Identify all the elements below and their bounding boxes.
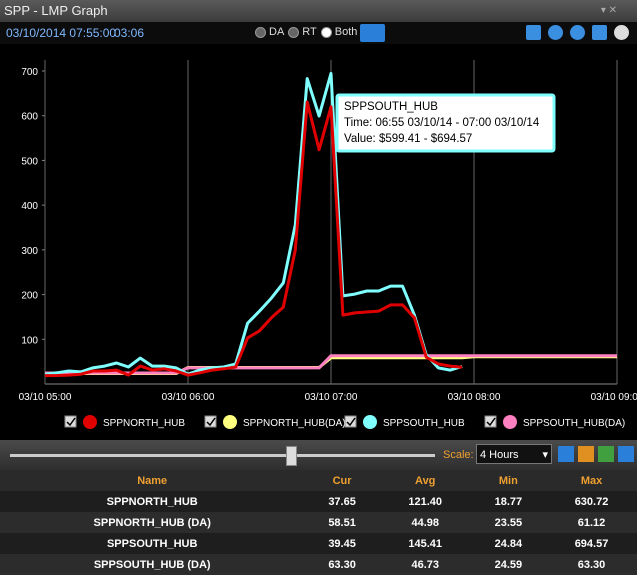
x-tick-label: 03/10 08:00 <box>448 392 501 403</box>
legend-checkbox <box>344 415 357 428</box>
column-header: Avg <box>379 470 471 491</box>
legend-label: SPPSOUTH_HUB(DA) <box>523 418 625 429</box>
table-row: SPPNORTH_HUB 37.65 121.40 18.77 630.72 <box>0 491 637 512</box>
legend-label: SPPNORTH_HUB <box>103 418 185 429</box>
tooltip-box <box>335 93 556 153</box>
table-cell: 58.51 <box>304 512 380 533</box>
pin-icon[interactable]: ▾ ✕ <box>600 5 617 16</box>
radio-dot <box>255 26 266 38</box>
table-cell: 24.84 <box>470 533 547 554</box>
table-cell: 121.40 <box>379 491 471 512</box>
table-cell: SPPNORTH_HUB (DA) <box>0 512 305 533</box>
x-tick-label: 03/10 07:00 <box>305 392 358 403</box>
sound-button[interactable] <box>570 25 585 40</box>
checkmark <box>66 417 76 427</box>
column-header: Name <box>0 470 305 491</box>
legend-swatch <box>363 415 377 429</box>
scale-label: Scale: <box>443 449 474 461</box>
table-cell: 37.65 <box>304 491 380 512</box>
summary-table: Name Cur Avg Min Max SPPNORTH_HUB 37.65 121.40 1… <box>0 470 637 575</box>
checkmark <box>346 417 356 427</box>
elapsed: 03:06 <box>114 26 145 40</box>
settings-button[interactable] <box>614 25 629 40</box>
radio-dot <box>288 26 300 38</box>
save-button[interactable] <box>592 25 607 40</box>
mode-radio[interactable]: DA <box>255 26 284 38</box>
table-cell: SPPSOUTH_HUB <box>0 533 305 554</box>
legend-swatch <box>223 415 237 429</box>
zoom-button[interactable] <box>526 25 541 40</box>
table-cell: SPPNORTH_HUB <box>0 491 305 512</box>
scale-select[interactable]: 4 Hours ▾ <box>476 444 552 464</box>
chart: 100 200 300 400 500 600 700 03/10 05:00 03/10 06… <box>0 44 637 440</box>
column-header: Cur <box>304 470 380 491</box>
control-bar: Scale: 4 Hours ▾ <box>0 440 637 470</box>
table-row: SPPNORTH_HUB (DA) 58.51 44.98 23.55 61.12 <box>0 512 637 533</box>
x-tick-label: 03/10 05:00 <box>19 392 72 403</box>
title-bar: SPP - LMP Graph ▾ ✕ <box>0 0 637 22</box>
table-cell: 630.72 <box>546 491 637 512</box>
y-tick-label: 200 <box>21 291 38 302</box>
datetime: 03/10/2014 07:55:00 <box>6 26 117 40</box>
toolbar <box>526 25 629 40</box>
checkmark <box>486 417 496 427</box>
view-button[interactable] <box>598 446 614 462</box>
legend-swatch <box>83 415 97 429</box>
legend-checkbox <box>64 415 77 428</box>
radio-label: Both <box>334 26 358 38</box>
table-cell: 145.41 <box>379 533 471 554</box>
forward-button[interactable] <box>548 25 563 40</box>
y-tick-label: 100 <box>21 335 38 346</box>
table-cell: 39.45 <box>304 533 380 554</box>
checkmark <box>206 417 216 427</box>
table-cell: 18.77 <box>470 491 547 512</box>
table-row: SPPSOUTH_HUB 39.45 145.41 24.84 694.57 <box>0 533 637 554</box>
radio-dot <box>320 26 332 38</box>
slider-handle[interactable] <box>286 446 297 466</box>
table-cell: 61.12 <box>546 512 637 533</box>
scale-value: 4 Hours <box>480 449 519 461</box>
view-buttons <box>558 446 634 462</box>
mode-radio[interactable]: Both <box>320 26 358 38</box>
y-tick-label: 700 <box>21 67 38 78</box>
y-tick-label: 600 <box>21 112 38 123</box>
mode-radios: DA RT Both <box>255 26 357 38</box>
view-button[interactable] <box>618 446 634 462</box>
legend-label: SPPNORTH_HUB(DA) <box>243 418 346 429</box>
legend-label: SPPSOUTH_HUB <box>383 418 465 429</box>
window-title: SPP - LMP Graph <box>4 3 108 18</box>
tooltip-value: Value: $599.41 - $694.57 <box>344 133 472 145</box>
series-line <box>44 100 463 378</box>
time-slider[interactable] <box>10 454 435 457</box>
column-header: Max <box>546 470 637 491</box>
tooltip-time: Time: 06:55 03/10/14 - 07:00 03/10/14 <box>344 117 540 129</box>
table-cell: 23.55 <box>470 512 547 533</box>
legend-swatch <box>503 415 517 429</box>
view-button[interactable] <box>578 446 594 462</box>
mode-radio[interactable]: RT <box>288 26 317 38</box>
y-tick-label: 300 <box>21 246 38 257</box>
tooltip-title: SPPSOUTH_HUB <box>344 101 438 113</box>
series-line <box>44 71 463 376</box>
legend-checkbox <box>484 415 497 428</box>
view-button[interactable] <box>558 446 574 462</box>
x-tick-label: 03/10 06:00 <box>162 392 215 403</box>
radio-label: DA <box>269 26 285 38</box>
radio-label: RT <box>302 26 317 38</box>
list-button[interactable] <box>360 24 385 42</box>
x-tick-label: 03/10 09:00 <box>591 392 637 403</box>
y-tick-label: 500 <box>21 156 38 167</box>
column-header: Min <box>470 470 547 491</box>
legend-checkbox <box>204 415 217 428</box>
y-tick-label: 400 <box>21 201 38 212</box>
table-cell: 694.57 <box>546 533 637 554</box>
header-bar: 03/10/2014 07:55:00 03:06 DA RT Both <box>0 22 637 44</box>
table-cell: 44.98 <box>379 512 471 533</box>
series-line <box>45 354 617 375</box>
